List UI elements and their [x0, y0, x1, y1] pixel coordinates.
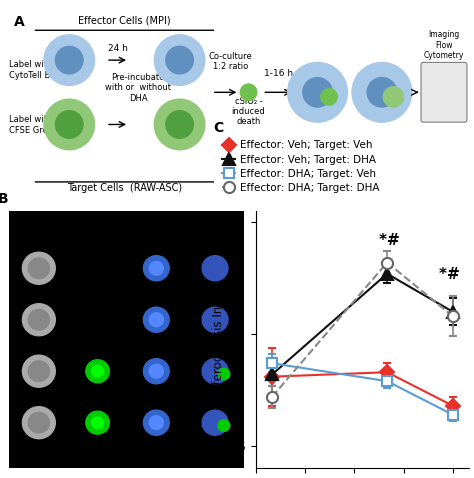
Circle shape	[91, 366, 103, 377]
Circle shape	[22, 407, 55, 439]
Text: Label with
CytoTell Blue: Label with CytoTell Blue	[9, 60, 64, 79]
Text: Label with
CFSE Green: Label with CFSE Green	[9, 115, 59, 135]
Circle shape	[149, 261, 164, 275]
Circle shape	[149, 416, 164, 430]
Text: #: #	[387, 233, 400, 248]
Circle shape	[166, 46, 193, 74]
Bar	[187, 298, 243, 341]
Circle shape	[144, 358, 169, 384]
Bar	[128, 298, 184, 341]
Circle shape	[321, 88, 337, 105]
Bar	[128, 349, 184, 393]
Circle shape	[28, 413, 49, 433]
Text: C: C	[213, 121, 223, 135]
Circle shape	[166, 111, 193, 138]
FancyBboxPatch shape	[421, 63, 467, 122]
Circle shape	[44, 99, 94, 150]
Bar	[187, 349, 243, 393]
Circle shape	[202, 410, 228, 435]
Circle shape	[144, 256, 169, 281]
Circle shape	[202, 358, 228, 384]
Circle shape	[86, 411, 109, 434]
Circle shape	[28, 309, 49, 330]
Circle shape	[352, 63, 412, 122]
Bar	[10, 298, 67, 341]
Text: cSiO₂ -
induced
death: cSiO₂ - induced death	[232, 97, 265, 127]
Text: Target Cells  (RAW-ASC): Target Cells (RAW-ASC)	[67, 183, 182, 193]
Text: A: A	[14, 15, 25, 29]
Circle shape	[86, 360, 109, 383]
Circle shape	[55, 46, 83, 74]
Circle shape	[22, 304, 55, 336]
Circle shape	[22, 252, 55, 284]
Bar	[10, 349, 67, 393]
Text: Co-culture
1:2 ratio: Co-culture 1:2 ratio	[208, 52, 252, 71]
Circle shape	[240, 84, 257, 100]
Circle shape	[288, 63, 347, 122]
Text: Effector Cells (MPI): Effector Cells (MPI)	[78, 15, 171, 25]
Bar	[128, 247, 184, 290]
Text: CytoTell
Blue: CytoTell Blue	[139, 219, 174, 255]
Legend: Effector: Veh; Target: Veh, Effector: Veh; Target: DHA, Effector: DHA; Target: V: Effector: Veh; Target: Veh, Effector: Ve…	[222, 141, 380, 193]
Bar	[128, 401, 184, 445]
Text: Pre-incubate
with or  without
DHA: Pre-incubate with or without DHA	[105, 73, 171, 103]
Text: 1-16 h: 1-16 h	[264, 69, 293, 78]
Y-axis label: Efferocytosis Index: Efferocytosis Index	[211, 284, 225, 396]
Circle shape	[44, 35, 94, 86]
Bar	[187, 247, 243, 290]
Circle shape	[22, 355, 55, 387]
Bar	[187, 401, 243, 445]
Circle shape	[28, 258, 49, 279]
Circle shape	[202, 256, 228, 281]
Bar	[69, 247, 126, 290]
Text: 24 h: 24 h	[108, 44, 128, 53]
Bar	[10, 247, 67, 290]
Circle shape	[144, 410, 169, 435]
Circle shape	[303, 77, 332, 107]
Circle shape	[218, 369, 230, 380]
Text: CFSE
Green: CFSE Green	[82, 219, 113, 250]
Text: B: B	[0, 192, 9, 206]
Circle shape	[91, 417, 103, 428]
Bar	[69, 298, 126, 341]
Text: Brightfield: Brightfield	[21, 219, 56, 254]
Circle shape	[383, 87, 403, 107]
Text: *: *	[439, 267, 447, 282]
Circle shape	[55, 111, 83, 138]
Circle shape	[155, 99, 205, 150]
Text: Imaging
Flow
Cytometry: Imaging Flow Cytometry	[424, 30, 464, 60]
Circle shape	[367, 77, 397, 107]
Bar	[69, 349, 126, 393]
Circle shape	[202, 307, 228, 332]
Circle shape	[218, 420, 230, 431]
Circle shape	[149, 364, 164, 378]
Text: Merge: Merge	[203, 219, 227, 243]
Text: *: *	[378, 233, 386, 248]
Text: #: #	[447, 267, 460, 282]
Bar	[69, 401, 126, 445]
Circle shape	[28, 361, 49, 381]
Bar	[10, 401, 67, 445]
Circle shape	[144, 307, 169, 332]
Circle shape	[149, 313, 164, 326]
Circle shape	[155, 35, 205, 86]
